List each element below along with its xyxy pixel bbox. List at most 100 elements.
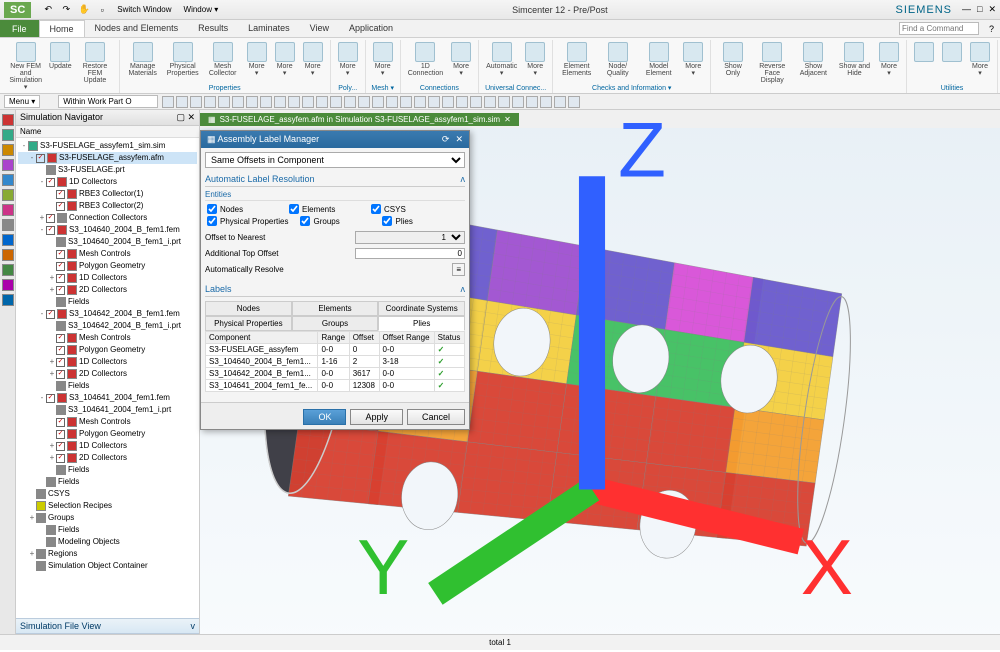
command-search[interactable] — [899, 22, 979, 35]
tree-node[interactable]: Fields — [18, 296, 197, 308]
tree-node[interactable]: S3_104640_2004_B_fem1_i.prt — [18, 236, 197, 248]
ribbon-button[interactable]: More ▾ — [680, 41, 706, 83]
dialog-titlebar[interactable]: ▦ Assembly Label Manager ⟳✕ — [201, 131, 469, 148]
top-offset-input[interactable] — [355, 248, 465, 259]
tree-node[interactable]: S3-FUSELAGE.prt — [18, 164, 197, 176]
tree-node[interactable]: Mesh Controls — [18, 248, 197, 260]
menu-tab-nodes-and-elements[interactable]: Nodes and Elements — [85, 20, 189, 37]
ribbon-button[interactable] — [911, 41, 937, 84]
ribbon-button[interactable]: Show and Hide — [835, 41, 874, 91]
nav-section[interactable]: Simulation File Viewv — [16, 618, 199, 634]
tree-node[interactable]: Fields — [18, 476, 197, 488]
close-icon[interactable]: ✕ — [988, 4, 996, 15]
ribbon-button[interactable]: Show Only — [715, 41, 750, 91]
tree-node[interactable]: S3_104642_2004_B_fem1_i.prt — [18, 320, 197, 332]
ribbon-button[interactable]: Model Element — [639, 41, 678, 83]
table-row[interactable]: S3_104641_2004_fem1_fe...0-0123080-0✓ — [206, 380, 465, 392]
cancel-button[interactable]: Cancel — [407, 409, 465, 425]
help-icon[interactable]: ? — [989, 24, 994, 34]
ok-button[interactable]: OK — [303, 409, 346, 425]
ribbon-button[interactable]: More ▾ — [448, 41, 474, 84]
maximize-icon[interactable]: □ — [977, 4, 982, 15]
rail-icon[interactable] — [2, 159, 14, 171]
ribbon-button[interactable]: Show Adjacent — [794, 41, 833, 91]
ribbon-button[interactable]: More ▾ — [244, 41, 270, 84]
tree-node[interactable]: S3_104641_2004_fem1_i.prt — [18, 404, 197, 416]
tree-node[interactable]: +1D Collectors — [18, 272, 197, 284]
rail-icon[interactable] — [2, 144, 14, 156]
label-tab-elements[interactable]: Elements — [292, 301, 379, 316]
table-row[interactable]: S3_104642_2004_B_fem1...0-036170-0✓ — [206, 368, 465, 380]
tree-node[interactable]: Fields — [18, 524, 197, 536]
entity-checkbox-plies[interactable]: Plies — [382, 216, 452, 226]
rail-icon[interactable] — [2, 294, 14, 306]
ribbon-button[interactable]: More ▾ — [335, 41, 361, 84]
tree-node[interactable]: +Groups — [18, 512, 197, 524]
tree-node[interactable]: +Connection Collectors — [18, 212, 197, 224]
ribbon-button[interactable]: More ▾ — [967, 41, 993, 84]
label-tab-plies[interactable]: Plies — [378, 316, 465, 331]
tree-node[interactable]: RBE3 Collector(1) — [18, 188, 197, 200]
tree-node[interactable]: Polygon Geometry — [18, 428, 197, 440]
qat-redo-icon[interactable]: ↷ — [58, 2, 74, 18]
entity-checkbox-csys[interactable]: CSYS — [371, 204, 441, 214]
tree-node[interactable]: +1D Collectors — [18, 440, 197, 452]
auto-resolve-button[interactable]: ≡ — [452, 263, 465, 276]
ribbon-button[interactable]: Element Elements — [557, 41, 596, 83]
ribbon-button[interactable]: New FEM and Simulation ▾ — [6, 41, 45, 92]
offset-mode-select[interactable]: Same Offsets in Component — [205, 152, 465, 168]
rail-icon[interactable] — [2, 219, 14, 231]
tree-node[interactable]: Simulation Object Container — [18, 560, 197, 572]
file-tab[interactable]: File — [0, 20, 39, 37]
tree-node[interactable]: Fields — [18, 464, 197, 476]
tree-node[interactable]: Mesh Controls — [18, 332, 197, 344]
tree-node[interactable]: Polygon Geometry — [18, 344, 197, 356]
tree-node[interactable]: +2D Collectors — [18, 284, 197, 296]
tree-node[interactable]: +1D Collectors — [18, 356, 197, 368]
minimize-icon[interactable]: — — [962, 4, 971, 15]
label-tab-coordinate-systems[interactable]: Coordinate Systems — [378, 301, 465, 316]
tree-node[interactable]: +Regions — [18, 548, 197, 560]
ribbon-button[interactable]: More ▾ — [876, 41, 902, 91]
menu-tab-home[interactable]: Home — [39, 20, 85, 37]
rail-icon[interactable] — [2, 279, 14, 291]
dialog-close-icon[interactable]: ✕ — [455, 134, 463, 144]
tree-node[interactable]: -1D Collectors — [18, 176, 197, 188]
ribbon-button[interactable] — [939, 41, 965, 84]
toolbar-icon[interactable] — [176, 96, 188, 108]
toolbar-icon[interactable] — [162, 96, 174, 108]
menu-tab-laminates[interactable]: Laminates — [238, 20, 300, 37]
ribbon-button[interactable]: Restore FEM Update — [75, 41, 114, 92]
entity-checkbox-groups[interactable]: Groups — [300, 216, 370, 226]
rail-icon[interactable] — [2, 234, 14, 246]
ribbon-button[interactable]: Update — [47, 41, 73, 92]
filter-dropdown[interactable]: Within Work Part O — [58, 95, 158, 108]
rail-icon[interactable] — [2, 249, 14, 261]
tree-node[interactable]: -S3_104642_2004_B_fem1.fem — [18, 308, 197, 320]
entity-checkbox-elements[interactable]: Elements — [289, 204, 359, 214]
ribbon-button[interactable]: More ▾ — [522, 41, 548, 84]
labels-table[interactable]: ComponentRangeOffsetOffset RangeStatusS3… — [205, 331, 465, 392]
ribbon-button[interactable]: Mesh Collector — [204, 41, 242, 84]
menu-dropdown[interactable]: Menu ▾ — [4, 95, 40, 108]
menu-tab-application[interactable]: Application — [339, 20, 403, 37]
ribbon-button[interactable]: 1D Connection — [405, 41, 446, 84]
qat-icon[interactable]: ▫ — [94, 2, 110, 18]
menu-tab-view[interactable]: View — [300, 20, 339, 37]
tree-node[interactable]: Mesh Controls — [18, 416, 197, 428]
tree-node[interactable]: Polygon Geometry — [18, 260, 197, 272]
rail-icon[interactable] — [2, 114, 14, 126]
entity-checkbox-physical-properties[interactable]: Physical Properties — [207, 216, 288, 226]
tree-node[interactable]: RBE3 Collector(2) — [18, 200, 197, 212]
apply-button[interactable]: Apply — [350, 409, 403, 425]
ribbon-button[interactable]: Automatic ▾ — [483, 41, 520, 84]
ribbon-button[interactable]: More ▾ — [300, 41, 326, 84]
qat-touch-icon[interactable]: ✋ — [76, 2, 92, 18]
ribbon-button[interactable]: Manage Materials — [124, 41, 162, 84]
tree-node[interactable]: -S3_104641_2004_fem1.fem — [18, 392, 197, 404]
ribbon-button[interactable]: Node/ Quality — [598, 41, 637, 83]
ribbon-button[interactable]: Physical Properties — [164, 41, 202, 84]
qat-undo-icon[interactable]: ↶ — [40, 2, 56, 18]
menu-tab-results[interactable]: Results — [188, 20, 238, 37]
tree-node[interactable]: Selection Recipes — [18, 500, 197, 512]
